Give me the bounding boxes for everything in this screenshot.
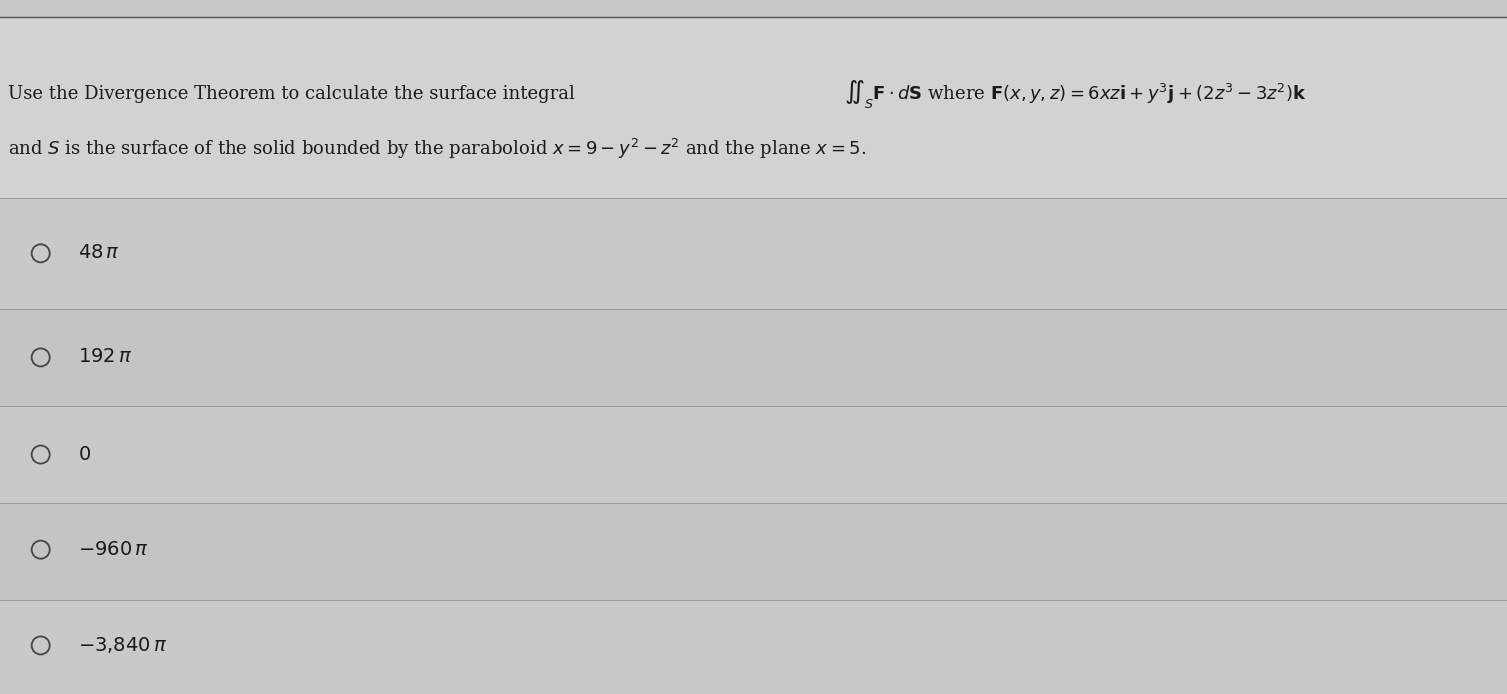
Text: $-960\,\pi$: $-960\,\pi$ <box>78 541 149 559</box>
Bar <box>0 503 1507 600</box>
Text: $48\,\pi$: $48\,\pi$ <box>78 244 121 262</box>
Bar <box>0 198 1507 309</box>
Text: $0$: $0$ <box>78 446 92 464</box>
Text: $192\,\pi$: $192\,\pi$ <box>78 348 133 366</box>
Text: $\iint_S \mathbf{F} \cdot d\mathbf{S}$ where $\mathbf{F}(x,y,z) = 6xz\mathbf{i}+: $\iint_S \mathbf{F} \cdot d\mathbf{S}$ w… <box>844 78 1307 110</box>
Bar <box>0 600 1507 694</box>
Text: Use the Divergence Theorem to calculate the surface integral: Use the Divergence Theorem to calculate … <box>8 85 574 103</box>
Bar <box>0 309 1507 406</box>
Bar <box>0 406 1507 503</box>
Bar <box>0 17 1507 198</box>
Text: and $S$ is the surface of the solid bounded by the paraboloid $x=9-y^2-z^2$ and : and $S$ is the surface of the solid boun… <box>8 137 867 161</box>
Text: $-3{,}840\,\pi$: $-3{,}840\,\pi$ <box>78 636 167 655</box>
